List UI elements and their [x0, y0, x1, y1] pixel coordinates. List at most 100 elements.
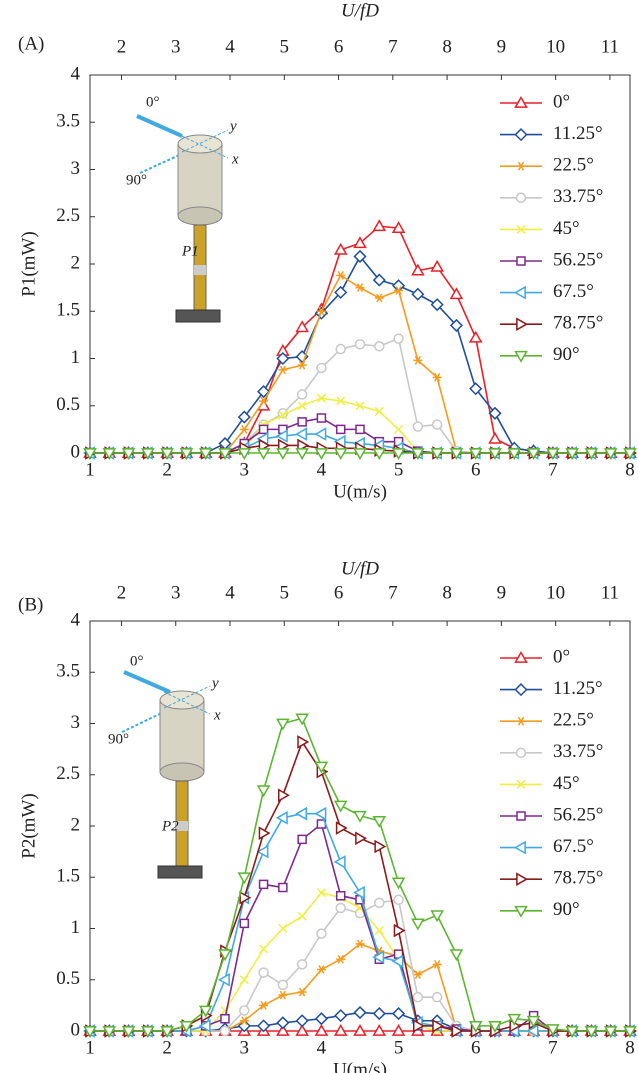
marker	[372, 950, 385, 964]
marker	[218, 949, 232, 962]
marker	[413, 355, 423, 365]
inset-label: 0°	[130, 653, 144, 669]
x2-tick-label: 2	[117, 36, 127, 57]
y-tick-label: 3	[71, 158, 81, 179]
marker	[314, 1023, 329, 1036]
marker	[239, 424, 249, 434]
y-tick-label: 2	[71, 814, 81, 835]
marker	[468, 1021, 483, 1033]
x2-tick-label: 3	[171, 582, 181, 603]
marker	[391, 1023, 406, 1036]
x2-tick-label: 3	[171, 36, 181, 57]
x-axis-label: U(m/s)	[333, 1059, 387, 1073]
marker	[391, 954, 404, 969]
x-tick-label: 7	[548, 1037, 558, 1058]
marker	[526, 1024, 539, 1038]
top-axis-label: U/fD	[341, 0, 379, 21]
marker	[276, 448, 290, 461]
marker	[603, 448, 618, 461]
legend-label: 67.5°	[553, 281, 594, 302]
marker	[411, 918, 425, 931]
marker	[374, 897, 385, 909]
marker	[354, 339, 366, 350]
legend-label: 33.75°	[553, 186, 603, 207]
marker	[179, 1021, 194, 1033]
x-tick-label: 3	[240, 459, 250, 480]
marker	[393, 333, 404, 344]
marker	[278, 365, 288, 375]
marker	[546, 1024, 560, 1036]
legend-marker	[515, 192, 527, 204]
marker	[430, 448, 444, 461]
marker	[314, 1012, 328, 1026]
marker	[394, 286, 404, 295]
x2-tick-label: 8	[442, 582, 452, 603]
marker	[237, 448, 252, 461]
x-tick-label: 6	[471, 1037, 481, 1058]
marker	[297, 401, 307, 411]
marker	[353, 1023, 367, 1036]
inset-label: 90°	[126, 172, 147, 188]
x2-tick-label: 11	[601, 582, 619, 603]
marker	[239, 890, 252, 905]
marker	[316, 306, 326, 316]
marker	[526, 448, 541, 461]
x-tick-label: 7	[548, 459, 558, 480]
marker	[355, 401, 365, 411]
x2-tick-label: 2	[117, 582, 127, 603]
legend-marker	[516, 224, 526, 234]
marker	[295, 448, 309, 461]
marker	[83, 448, 97, 461]
y-tick-label: 1.5	[56, 300, 80, 321]
legend-label: 0°	[553, 91, 570, 112]
inset-b	[121, 670, 211, 879]
marker	[432, 373, 442, 382]
marker	[217, 972, 230, 987]
marker	[296, 959, 308, 970]
marker	[431, 991, 443, 1003]
series-line	[90, 822, 630, 1032]
marker	[237, 872, 252, 885]
marker	[355, 283, 365, 293]
marker	[336, 396, 346, 406]
legend-marker	[516, 161, 526, 171]
legend-label: 90°	[553, 899, 580, 920]
legend-marker	[516, 256, 526, 266]
marker	[295, 1014, 309, 1028]
legend-marker	[516, 779, 526, 789]
marker	[259, 396, 269, 406]
x2-tick-label: 8	[442, 36, 452, 57]
marker	[297, 987, 307, 997]
marker	[257, 1019, 271, 1033]
marker	[335, 343, 346, 355]
marker	[449, 448, 464, 461]
marker	[256, 844, 269, 859]
marker	[239, 1016, 249, 1026]
series-line	[90, 255, 630, 454]
marker	[296, 389, 308, 400]
x2-tick-label: 11	[601, 36, 619, 57]
marker	[335, 902, 346, 914]
marker	[449, 318, 463, 332]
y-tick-label: 2.5	[56, 763, 80, 784]
marker	[468, 330, 483, 343]
marker	[334, 285, 348, 299]
marker	[239, 1005, 250, 1016]
marker	[336, 954, 346, 964]
marker	[526, 1015, 541, 1028]
marker	[333, 855, 346, 869]
marker	[257, 385, 271, 399]
marker	[102, 1026, 117, 1039]
marker	[391, 448, 406, 461]
x2-tick-label: 9	[497, 36, 507, 57]
marker	[374, 293, 384, 303]
marker	[352, 885, 365, 900]
legend-marker	[514, 95, 528, 108]
legend-label: 67.5°	[553, 836, 594, 857]
marker	[374, 340, 385, 352]
marker	[239, 975, 249, 985]
marker	[258, 826, 271, 840]
legend-marker	[516, 317, 529, 331]
marker	[355, 831, 368, 846]
